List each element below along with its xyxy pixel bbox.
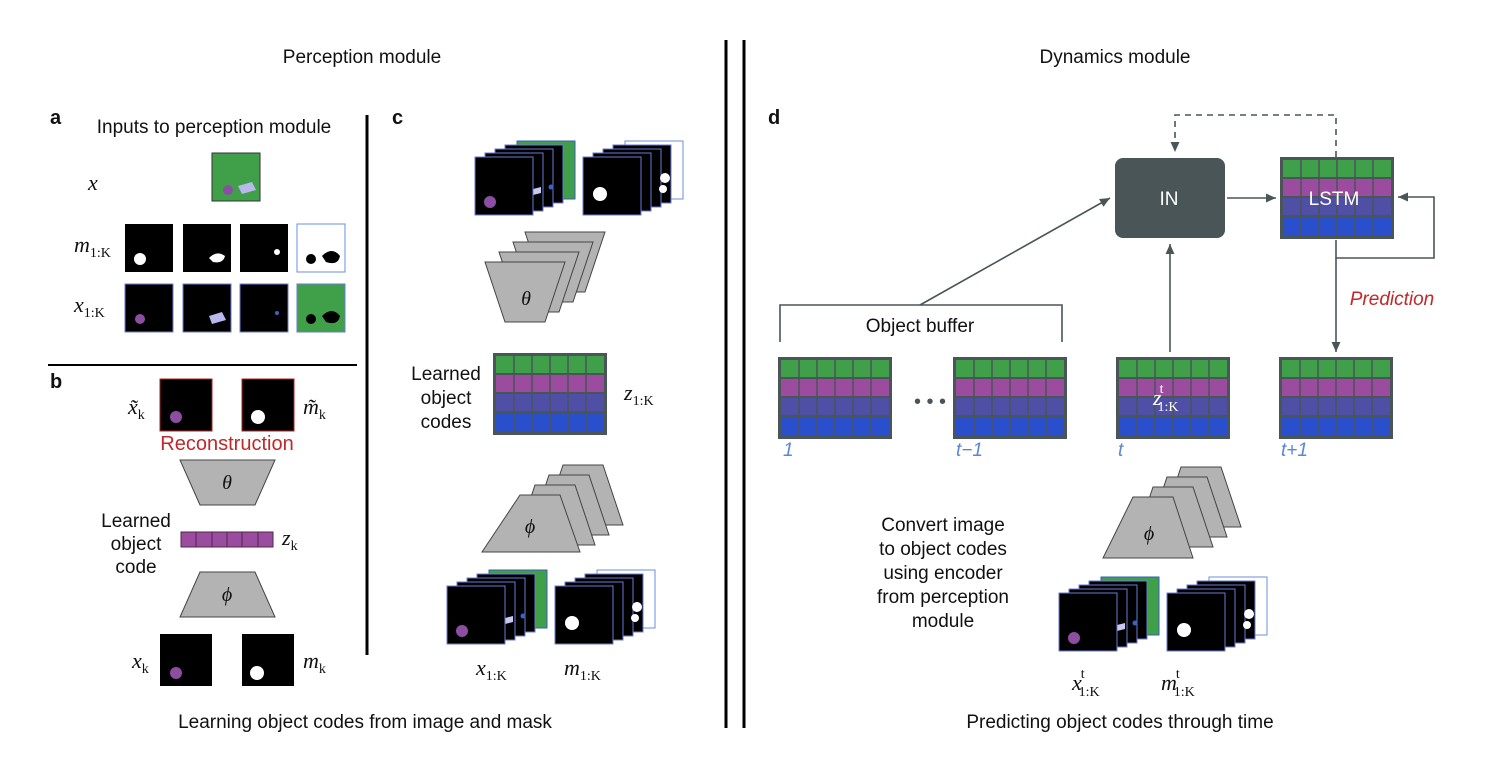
- convert-text-2: to object codes: [879, 539, 1007, 560]
- learned-codes-label-3: codes: [421, 412, 472, 433]
- time-label-tminus1: t−1: [956, 440, 983, 461]
- object-codes-tplus1: [1278, 356, 1394, 440]
- decoder-theta-trapezoid: [179, 459, 276, 506]
- input-image-x: [211, 152, 261, 202]
- perception-module-title: Perception module: [283, 47, 441, 68]
- ellipsis-dots: • • •: [914, 391, 946, 413]
- object-code-vector: [180, 531, 274, 548]
- x-t-label: xt 1:K: [1071, 667, 1100, 700]
- object-buffer-bracket: [779, 304, 1063, 342]
- encoder-phi-trapezoid: [179, 571, 276, 618]
- learned-codes-label-1: Learned: [411, 364, 481, 385]
- input-image-stack-bottom: [446, 569, 548, 645]
- perception-caption: Learning object codes from image and mas…: [178, 712, 552, 733]
- x-k-label: xk: [131, 648, 149, 677]
- lstm-label: LSTM: [1309, 189, 1360, 210]
- phi-symbol: ϕ: [222, 584, 232, 606]
- panel-b-letter: b: [50, 371, 62, 393]
- row-x1k-label: x1:K: [73, 292, 105, 321]
- input-image-stack-top: [474, 140, 576, 216]
- input-image-k: [160, 634, 212, 686]
- object-codes-t1: [777, 356, 893, 440]
- recurrent-dashed-arrow: [1170, 114, 1337, 157]
- panel-d-letter: d: [768, 107, 780, 129]
- dynamics-module-title: Dynamics module: [1040, 47, 1191, 68]
- x-tilde-label: x̃k: [127, 394, 145, 423]
- object-codes-t: [1115, 356, 1231, 440]
- row-x-label: x: [87, 170, 98, 195]
- z-1k-label: z1:K: [623, 380, 654, 409]
- reconstructed-mask: [241, 378, 295, 432]
- convert-text-3: using encoder: [883, 563, 1003, 584]
- reconstructed-image: [159, 378, 213, 432]
- m-1k-label: m1:K: [564, 655, 601, 684]
- decoder-theta-stack: [484, 231, 606, 323]
- m-k-label: mk: [303, 648, 326, 677]
- input-mask-k: [242, 634, 294, 686]
- m-t-label: mt 1:K: [1161, 667, 1195, 700]
- m-tilde-label: m̃k: [303, 394, 326, 423]
- time-label-t: t: [1118, 440, 1124, 461]
- z-t-label: zt 1:K: [1152, 382, 1178, 415]
- theta-symbol: θ: [222, 472, 232, 494]
- time-label-1: 1: [783, 440, 794, 461]
- convert-text-1: Convert image: [881, 515, 1005, 536]
- mask-frames-row: [125, 223, 346, 273]
- input-mask-stack-bottom: [554, 569, 656, 645]
- learned-codes-label-2: object: [421, 388, 472, 409]
- learned-code-label-1: Learned: [101, 511, 171, 532]
- learned-code-label-3: code: [115, 557, 156, 578]
- z-k-label: zk: [281, 525, 298, 554]
- theta-symbol-c: θ: [521, 288, 531, 310]
- panel-a-letter: a: [50, 107, 62, 129]
- convert-text-5: module: [912, 611, 974, 632]
- prediction-label: Prediction: [1350, 289, 1435, 310]
- panel-a-title: Inputs to perception module: [97, 117, 332, 138]
- panel-c-letter: c: [392, 107, 403, 129]
- interaction-network-box: [1115, 158, 1225, 238]
- phi-symbol-c: ϕ: [525, 516, 535, 538]
- image-stack-t: [1058, 576, 1160, 652]
- phi-symbol-d: ϕ: [1144, 523, 1154, 545]
- object-codes-tminus1: [952, 356, 1068, 440]
- row-m-label: m1:K: [74, 232, 111, 261]
- input-mask-stack-top: [582, 140, 684, 216]
- dynamics-caption: Predicting object codes through time: [966, 712, 1273, 733]
- convert-text-4: from perception: [877, 587, 1009, 608]
- time-label-tplus1: t+1: [1281, 440, 1308, 461]
- learned-code-label-2: object: [111, 534, 162, 555]
- lstm-loop-arrow: [1335, 192, 1435, 259]
- encoder-phi-stack: [481, 464, 624, 553]
- object-buffer-label: Object buffer: [866, 316, 975, 337]
- encoder-phi-stack-d: [1102, 466, 1242, 559]
- buffer-to-in-arrow: [919, 197, 1111, 306]
- in-label: IN: [1160, 189, 1179, 210]
- x-1k-label: x1:K: [475, 655, 507, 684]
- object-codes-grid-c: [492, 352, 608, 436]
- reconstruction-label: Reconstruction: [160, 433, 293, 455]
- mask-stack-t: [1166, 576, 1268, 652]
- image-frames-row: [124, 283, 346, 333]
